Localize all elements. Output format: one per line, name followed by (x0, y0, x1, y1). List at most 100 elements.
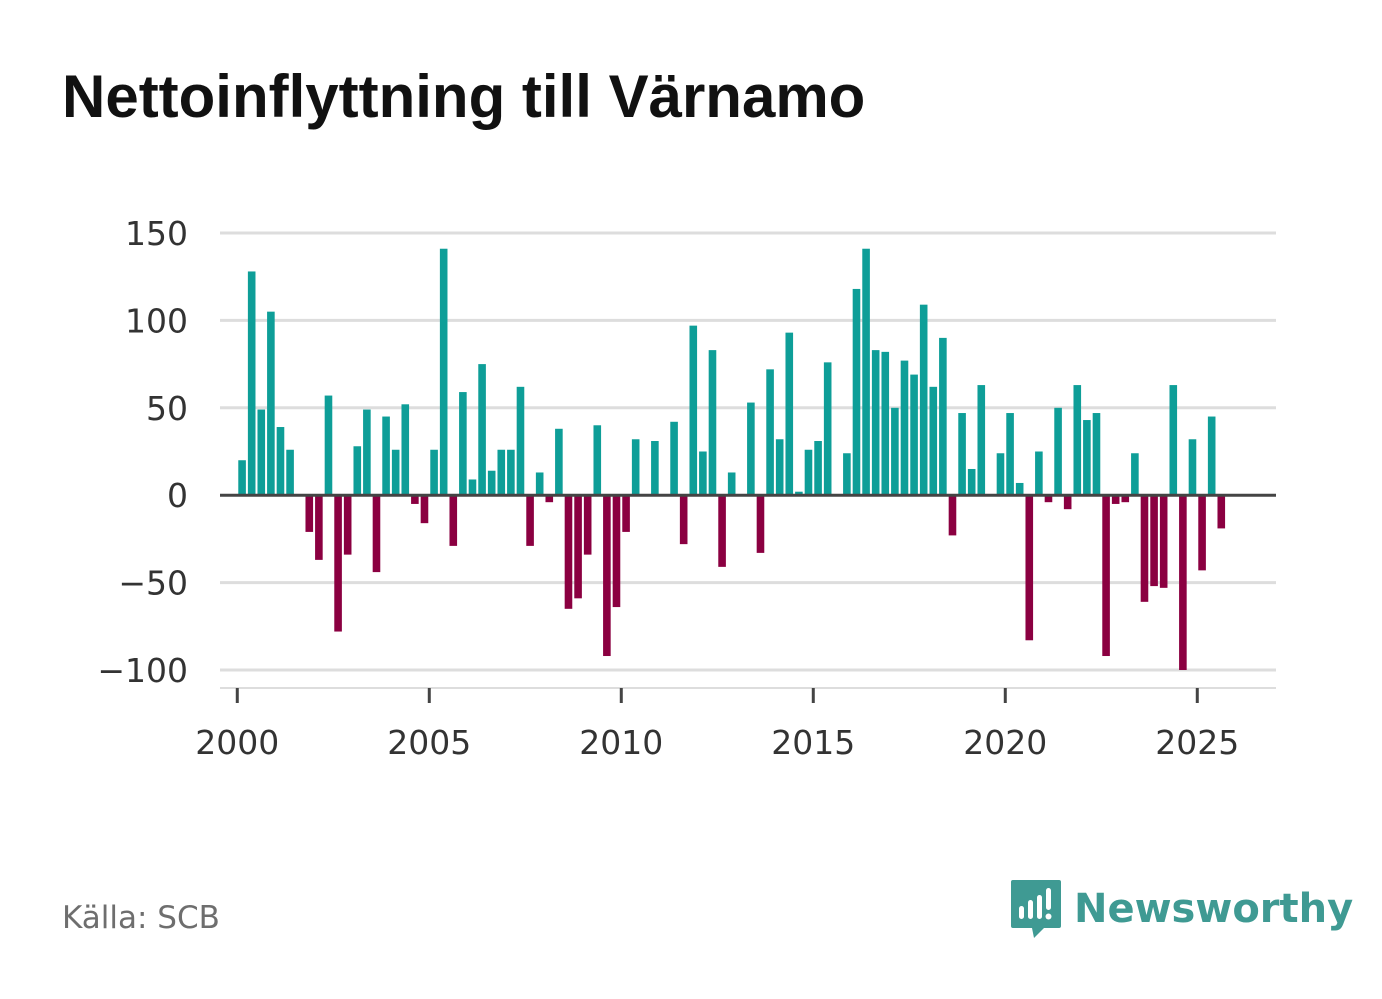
bar (430, 449, 438, 496)
source-label: Källa: SCB (62, 900, 220, 936)
axes (220, 493, 1276, 689)
bar (823, 362, 832, 496)
bar (535, 472, 544, 496)
bar (727, 472, 736, 496)
bar (631, 439, 640, 496)
bar (603, 495, 611, 657)
bar (420, 495, 429, 524)
y-tick-label: 50 (146, 389, 188, 428)
bar (1217, 495, 1226, 529)
bar (785, 332, 794, 496)
bar (689, 325, 698, 496)
bar (516, 386, 525, 496)
bar (1063, 495, 1072, 510)
bar (939, 337, 947, 496)
bar (1198, 495, 1206, 571)
y-axis-ticks: 150 100 50 0 −50 −100 (97, 214, 188, 690)
bar (391, 449, 400, 496)
bar (1073, 385, 1082, 496)
bar (708, 350, 717, 496)
brand-name: Newsworthy (1074, 886, 1354, 932)
bar (497, 449, 506, 496)
bar (507, 449, 515, 496)
bar (411, 495, 419, 504)
bar (679, 495, 688, 545)
bar (756, 495, 765, 553)
bar (766, 369, 774, 496)
x-tick-label: 2000 (195, 723, 279, 762)
chart-title: Nettoinflyttning till Värnamo (62, 63, 866, 130)
bar (315, 495, 323, 560)
bar (363, 409, 371, 496)
bar (747, 402, 755, 496)
bar (814, 441, 822, 496)
bar (804, 449, 813, 496)
bar (468, 479, 477, 496)
bar (478, 364, 486, 496)
bar (862, 248, 870, 496)
bar (900, 360, 909, 496)
bar (324, 395, 333, 496)
bar (996, 453, 1005, 496)
bar (651, 441, 659, 496)
bar (699, 451, 707, 496)
bar (622, 495, 630, 532)
x-tick-label: 2015 (771, 723, 855, 762)
bar (487, 470, 496, 496)
bar (247, 271, 256, 496)
bar (1207, 416, 1216, 496)
bar (948, 495, 957, 536)
x-tick-label: 2005 (387, 723, 471, 762)
bar (353, 446, 362, 496)
bar (852, 288, 861, 496)
newsworthy-logo-icon (1011, 880, 1061, 938)
bar (891, 407, 899, 496)
bar (967, 468, 976, 496)
bar (929, 386, 938, 496)
x-axis-ticks: 2000 2005 2010 2015 2020 2025 (195, 688, 1239, 762)
bar (871, 350, 880, 496)
bar (775, 439, 784, 496)
bar (545, 495, 554, 503)
bar (1083, 420, 1091, 496)
bar (382, 416, 390, 496)
bar (1102, 495, 1110, 657)
bar (257, 409, 266, 496)
bar (276, 427, 285, 496)
bar (1015, 482, 1024, 496)
bar (439, 248, 448, 496)
bar (526, 495, 534, 546)
bar (1150, 495, 1158, 587)
bar (449, 495, 458, 546)
bar (1179, 495, 1187, 670)
x-tick-label: 2025 (1155, 723, 1239, 762)
bar (583, 495, 592, 555)
bar (1044, 495, 1053, 503)
bar (267, 311, 275, 496)
bar (459, 392, 467, 496)
bar (843, 453, 851, 496)
bar (958, 413, 966, 496)
bar (286, 449, 294, 496)
bar (1006, 413, 1014, 496)
bar (1111, 495, 1120, 504)
bar (372, 495, 381, 573)
bar (1025, 495, 1034, 641)
bar (574, 495, 582, 599)
bar (305, 495, 314, 532)
bar (1121, 495, 1130, 503)
x-tick-label: 2020 (963, 723, 1047, 762)
brand-logo[interactable]: Newsworthy (1010, 876, 1353, 942)
x-tick-label: 2010 (579, 723, 663, 762)
bar (593, 425, 602, 496)
bar (670, 421, 678, 496)
bar (977, 385, 986, 496)
bar (1131, 453, 1139, 496)
y-tick-label: 150 (125, 214, 188, 253)
bar (1092, 413, 1101, 496)
bar (564, 495, 573, 609)
y-tick-label: 0 (167, 476, 188, 515)
bar (555, 428, 563, 496)
bar (612, 495, 621, 608)
